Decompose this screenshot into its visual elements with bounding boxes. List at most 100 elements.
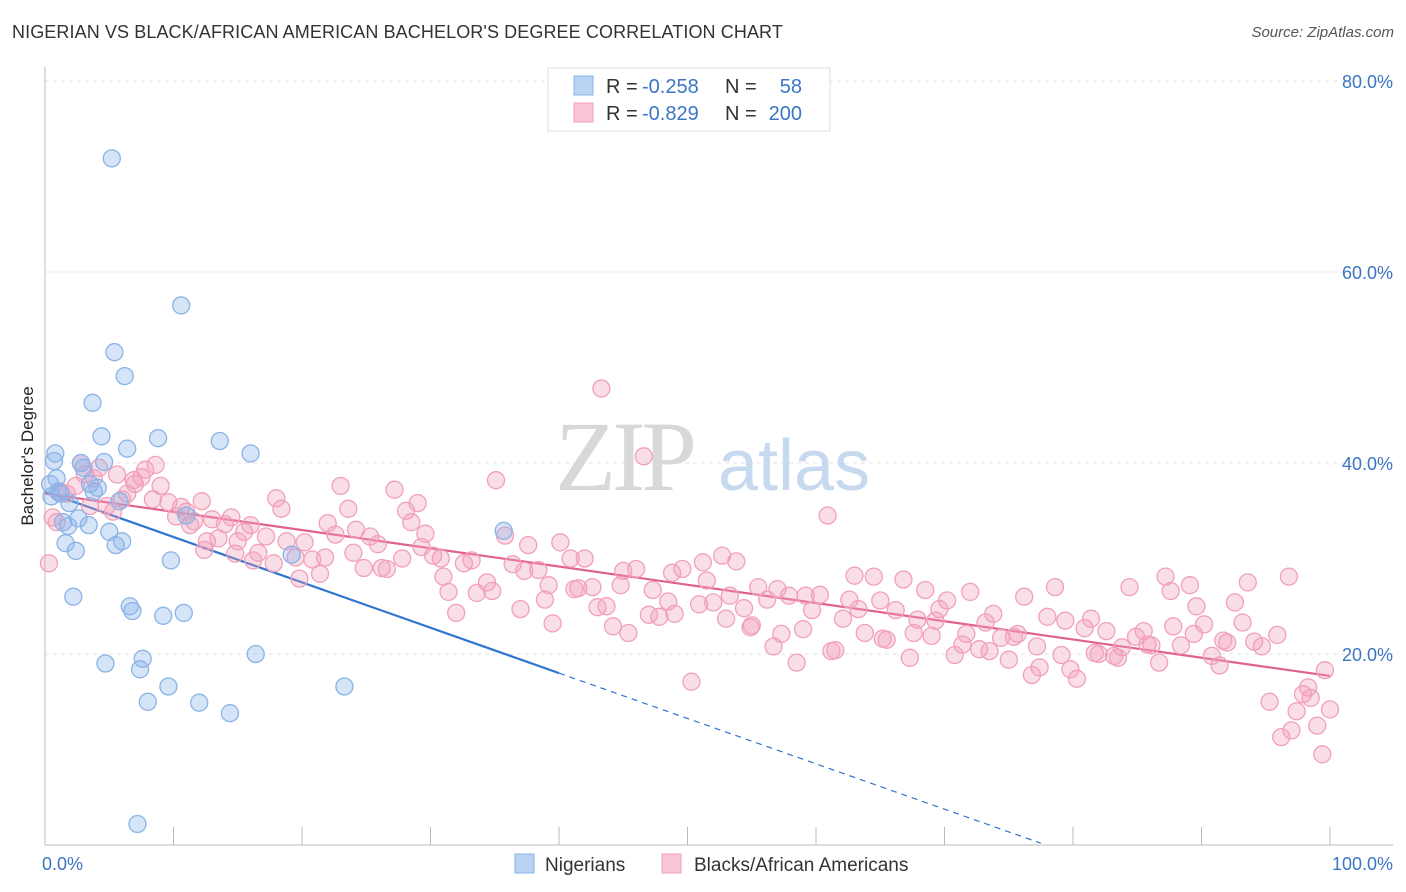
black-african-american-point xyxy=(539,576,558,595)
black-african-american-point xyxy=(643,580,662,600)
black-african-american-point xyxy=(1061,660,1080,679)
nigerian-point xyxy=(71,453,91,473)
black-african-american-point xyxy=(1112,638,1131,657)
legend-blacks-swatch xyxy=(661,853,682,874)
black-african-american-point xyxy=(1184,624,1203,644)
black-african-american-point xyxy=(124,471,143,490)
black-african-american-point xyxy=(1004,627,1024,646)
legend-swatch-blacks xyxy=(573,102,594,123)
black-african-american-point xyxy=(215,514,235,534)
black-african-american-point xyxy=(575,549,594,568)
stats-legend: R = -0.258 N = 58 R = -0.829 N = 200 xyxy=(547,67,831,132)
legend-n-value-2: 200 xyxy=(769,103,802,125)
legend-n-value-1: 58 xyxy=(780,76,802,98)
black-african-american-point xyxy=(360,527,380,546)
black-african-american-point xyxy=(462,551,481,570)
nigerian-point xyxy=(58,516,78,536)
nigerian-point xyxy=(105,343,124,362)
nigerian-point xyxy=(94,452,114,472)
black-african-american-point xyxy=(1225,593,1245,612)
nigerian-point xyxy=(74,458,93,477)
black-african-american-point xyxy=(908,610,927,629)
black-african-american-point xyxy=(310,564,330,583)
black-african-american-point xyxy=(818,506,837,525)
black-african-american-point xyxy=(1081,609,1101,628)
black-african-american-point xyxy=(515,561,534,581)
black-african-american-point xyxy=(1279,567,1299,586)
black-african-american-point xyxy=(235,522,254,541)
black-african-american-point xyxy=(772,624,791,644)
black-african-american-point xyxy=(1164,617,1183,636)
black-african-american-point xyxy=(47,513,66,532)
black-african-american-point xyxy=(833,609,853,628)
black-african-american-point xyxy=(682,672,701,691)
black-african-american-point xyxy=(146,455,165,475)
y-tick-label: 40.0% xyxy=(1342,454,1393,474)
black-african-american-point xyxy=(720,586,740,605)
nigerian-point xyxy=(190,693,209,712)
nigerian-point xyxy=(88,478,107,497)
black-african-american-point xyxy=(727,552,746,571)
black-african-american-point xyxy=(697,571,716,590)
black-african-american-point xyxy=(734,599,754,618)
black-african-american-point xyxy=(588,598,607,617)
black-african-american-point xyxy=(665,604,684,624)
black-african-american-point xyxy=(1052,645,1071,665)
black-african-american-point xyxy=(845,566,864,585)
black-african-american-point xyxy=(290,569,309,588)
black-african-american-point xyxy=(787,653,806,672)
black-african-american-point xyxy=(393,549,412,568)
black-african-american-point xyxy=(1067,669,1087,688)
legend-r-label-2: R = xyxy=(606,103,638,125)
black-african-american-point xyxy=(886,600,905,620)
nigerian-point xyxy=(128,814,147,834)
black-african-american-point xyxy=(980,641,999,661)
black-african-american-point xyxy=(810,585,830,604)
nigerian-point xyxy=(241,444,260,463)
nigerian-point xyxy=(102,149,121,168)
nigerian-point xyxy=(177,506,196,525)
black-african-american-point xyxy=(151,476,170,496)
black-african-american-point xyxy=(1161,581,1180,601)
black-african-american-point xyxy=(894,570,913,589)
black-african-american-point xyxy=(326,525,345,544)
black-african-american-point xyxy=(873,629,892,648)
black-african-american-point xyxy=(477,573,497,592)
nigerian-point xyxy=(118,439,137,458)
black-african-american-point xyxy=(354,558,373,578)
black-african-american-point xyxy=(603,617,623,636)
black-african-american-point xyxy=(849,599,868,619)
nigerian-point xyxy=(79,515,98,535)
black-african-american-point xyxy=(1038,607,1057,626)
nigerian-point xyxy=(220,704,240,723)
black-african-american-point xyxy=(1187,597,1206,616)
series-legend: Nigerians Blacks/African Americans xyxy=(514,853,908,876)
black-african-american-point xyxy=(372,558,391,578)
black-african-american-point xyxy=(39,554,59,573)
black-african-american-point xyxy=(1180,576,1200,595)
black-african-american-point xyxy=(75,465,94,484)
black-african-american-point xyxy=(368,535,387,554)
nigerian-point xyxy=(246,644,265,664)
black-african-american-point xyxy=(385,480,404,499)
black-african-american-point xyxy=(241,515,260,535)
black-african-american-point xyxy=(634,447,653,466)
black-african-american-point xyxy=(1171,636,1191,655)
black-african-american-point xyxy=(256,527,276,546)
black-african-american-point xyxy=(561,549,580,568)
black-african-american-point xyxy=(543,614,562,633)
black-african-american-point xyxy=(611,576,630,595)
nigerian-point xyxy=(92,427,111,446)
black-african-american-point xyxy=(916,580,935,600)
x-tick-labels: 0.0% 100.0% xyxy=(42,854,1393,874)
black-african-american-point xyxy=(511,599,530,619)
nigerian-point xyxy=(172,296,191,315)
black-african-american-point xyxy=(961,582,980,602)
black-african-american-point xyxy=(272,499,291,518)
nigerian-point xyxy=(148,429,168,448)
black-african-american-point xyxy=(1085,643,1104,663)
legend-swatch-nigerians xyxy=(573,75,594,96)
black-african-american-point xyxy=(1202,646,1221,666)
black-african-american-point xyxy=(1108,648,1128,667)
legend-n-label-1: N = xyxy=(725,76,757,98)
